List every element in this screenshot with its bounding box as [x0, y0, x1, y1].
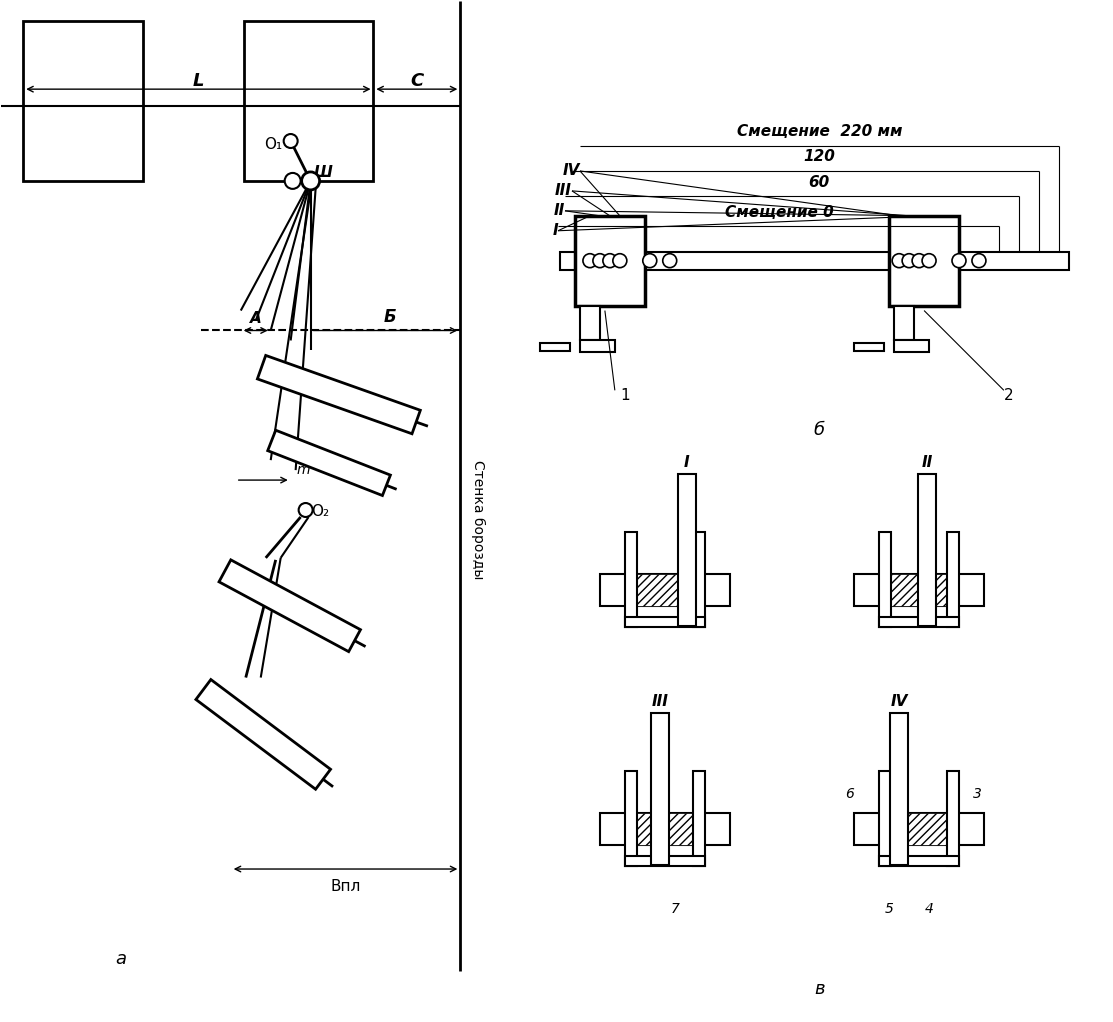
Circle shape: [583, 253, 597, 268]
Circle shape: [903, 253, 916, 268]
Text: 3: 3: [973, 787, 982, 801]
Bar: [855, 573, 984, 606]
Text: в: в: [814, 980, 825, 997]
Bar: [624, 856, 705, 866]
Bar: [947, 531, 959, 626]
Bar: [692, 531, 705, 626]
Text: IV: IV: [562, 164, 580, 179]
Text: 60: 60: [809, 176, 830, 190]
Bar: [560, 251, 1068, 270]
Bar: [855, 343, 884, 352]
Bar: [244, 21, 374, 181]
Bar: [879, 772, 892, 866]
Circle shape: [603, 253, 617, 268]
Polygon shape: [196, 680, 331, 789]
Bar: [540, 343, 570, 352]
Text: I: I: [683, 455, 689, 470]
Text: C: C: [411, 73, 423, 90]
Polygon shape: [637, 573, 692, 606]
Text: A: A: [250, 311, 262, 326]
Bar: [600, 814, 729, 845]
Polygon shape: [637, 814, 692, 845]
Circle shape: [893, 253, 906, 268]
Text: II: II: [922, 455, 933, 470]
Polygon shape: [268, 430, 391, 496]
Circle shape: [662, 253, 677, 268]
Circle shape: [952, 253, 966, 268]
Text: 6: 6: [845, 787, 854, 801]
Bar: [879, 531, 892, 626]
Circle shape: [285, 173, 301, 189]
Text: a: a: [116, 949, 127, 968]
Bar: [624, 531, 637, 626]
Text: L: L: [193, 73, 204, 90]
Text: II: II: [554, 203, 565, 219]
Bar: [889, 216, 959, 306]
Text: 2: 2: [1004, 387, 1014, 403]
Circle shape: [302, 172, 319, 190]
Text: 120: 120: [804, 149, 835, 165]
Text: Смещение  220 мм: Смещение 220 мм: [737, 124, 903, 139]
Bar: [600, 573, 729, 606]
Text: O₂: O₂: [312, 505, 329, 519]
Bar: [894, 306, 914, 340]
Circle shape: [643, 253, 657, 268]
Polygon shape: [257, 356, 421, 433]
Circle shape: [613, 253, 627, 268]
Bar: [879, 616, 959, 626]
Text: 1: 1: [620, 387, 630, 403]
Bar: [651, 713, 669, 865]
Text: III: III: [555, 183, 572, 198]
Text: Б: Б: [384, 308, 396, 326]
Bar: [23, 21, 144, 181]
Polygon shape: [892, 573, 947, 606]
Polygon shape: [219, 560, 361, 652]
Text: Ш: Ш: [314, 166, 333, 181]
Text: Смещение 0: Смещение 0: [725, 205, 834, 221]
Bar: [624, 616, 705, 626]
Text: 5: 5: [885, 902, 894, 916]
Circle shape: [298, 503, 313, 517]
Polygon shape: [892, 814, 947, 845]
Bar: [678, 474, 696, 625]
Bar: [692, 772, 705, 866]
Bar: [947, 772, 959, 866]
Text: IV: IV: [890, 694, 908, 709]
Bar: [575, 216, 644, 306]
Text: 7: 7: [670, 902, 679, 916]
Circle shape: [972, 253, 986, 268]
Text: 4: 4: [925, 902, 934, 916]
Circle shape: [922, 253, 936, 268]
Bar: [624, 772, 637, 866]
Bar: [580, 306, 600, 340]
Bar: [879, 856, 959, 866]
Text: б: б: [814, 421, 825, 439]
Circle shape: [913, 253, 926, 268]
Text: O₁: O₁: [264, 137, 282, 151]
Bar: [890, 713, 908, 865]
Text: III: III: [651, 694, 668, 709]
Bar: [580, 340, 614, 353]
Circle shape: [284, 134, 297, 148]
Text: Bпл: Bпл: [331, 880, 361, 894]
Bar: [894, 340, 929, 353]
Bar: [855, 814, 984, 845]
Bar: [918, 474, 936, 625]
Text: Стенка борозды: Стенка борозды: [471, 460, 485, 579]
Text: m: m: [297, 463, 311, 477]
Text: I: I: [552, 223, 558, 238]
Circle shape: [593, 253, 607, 268]
